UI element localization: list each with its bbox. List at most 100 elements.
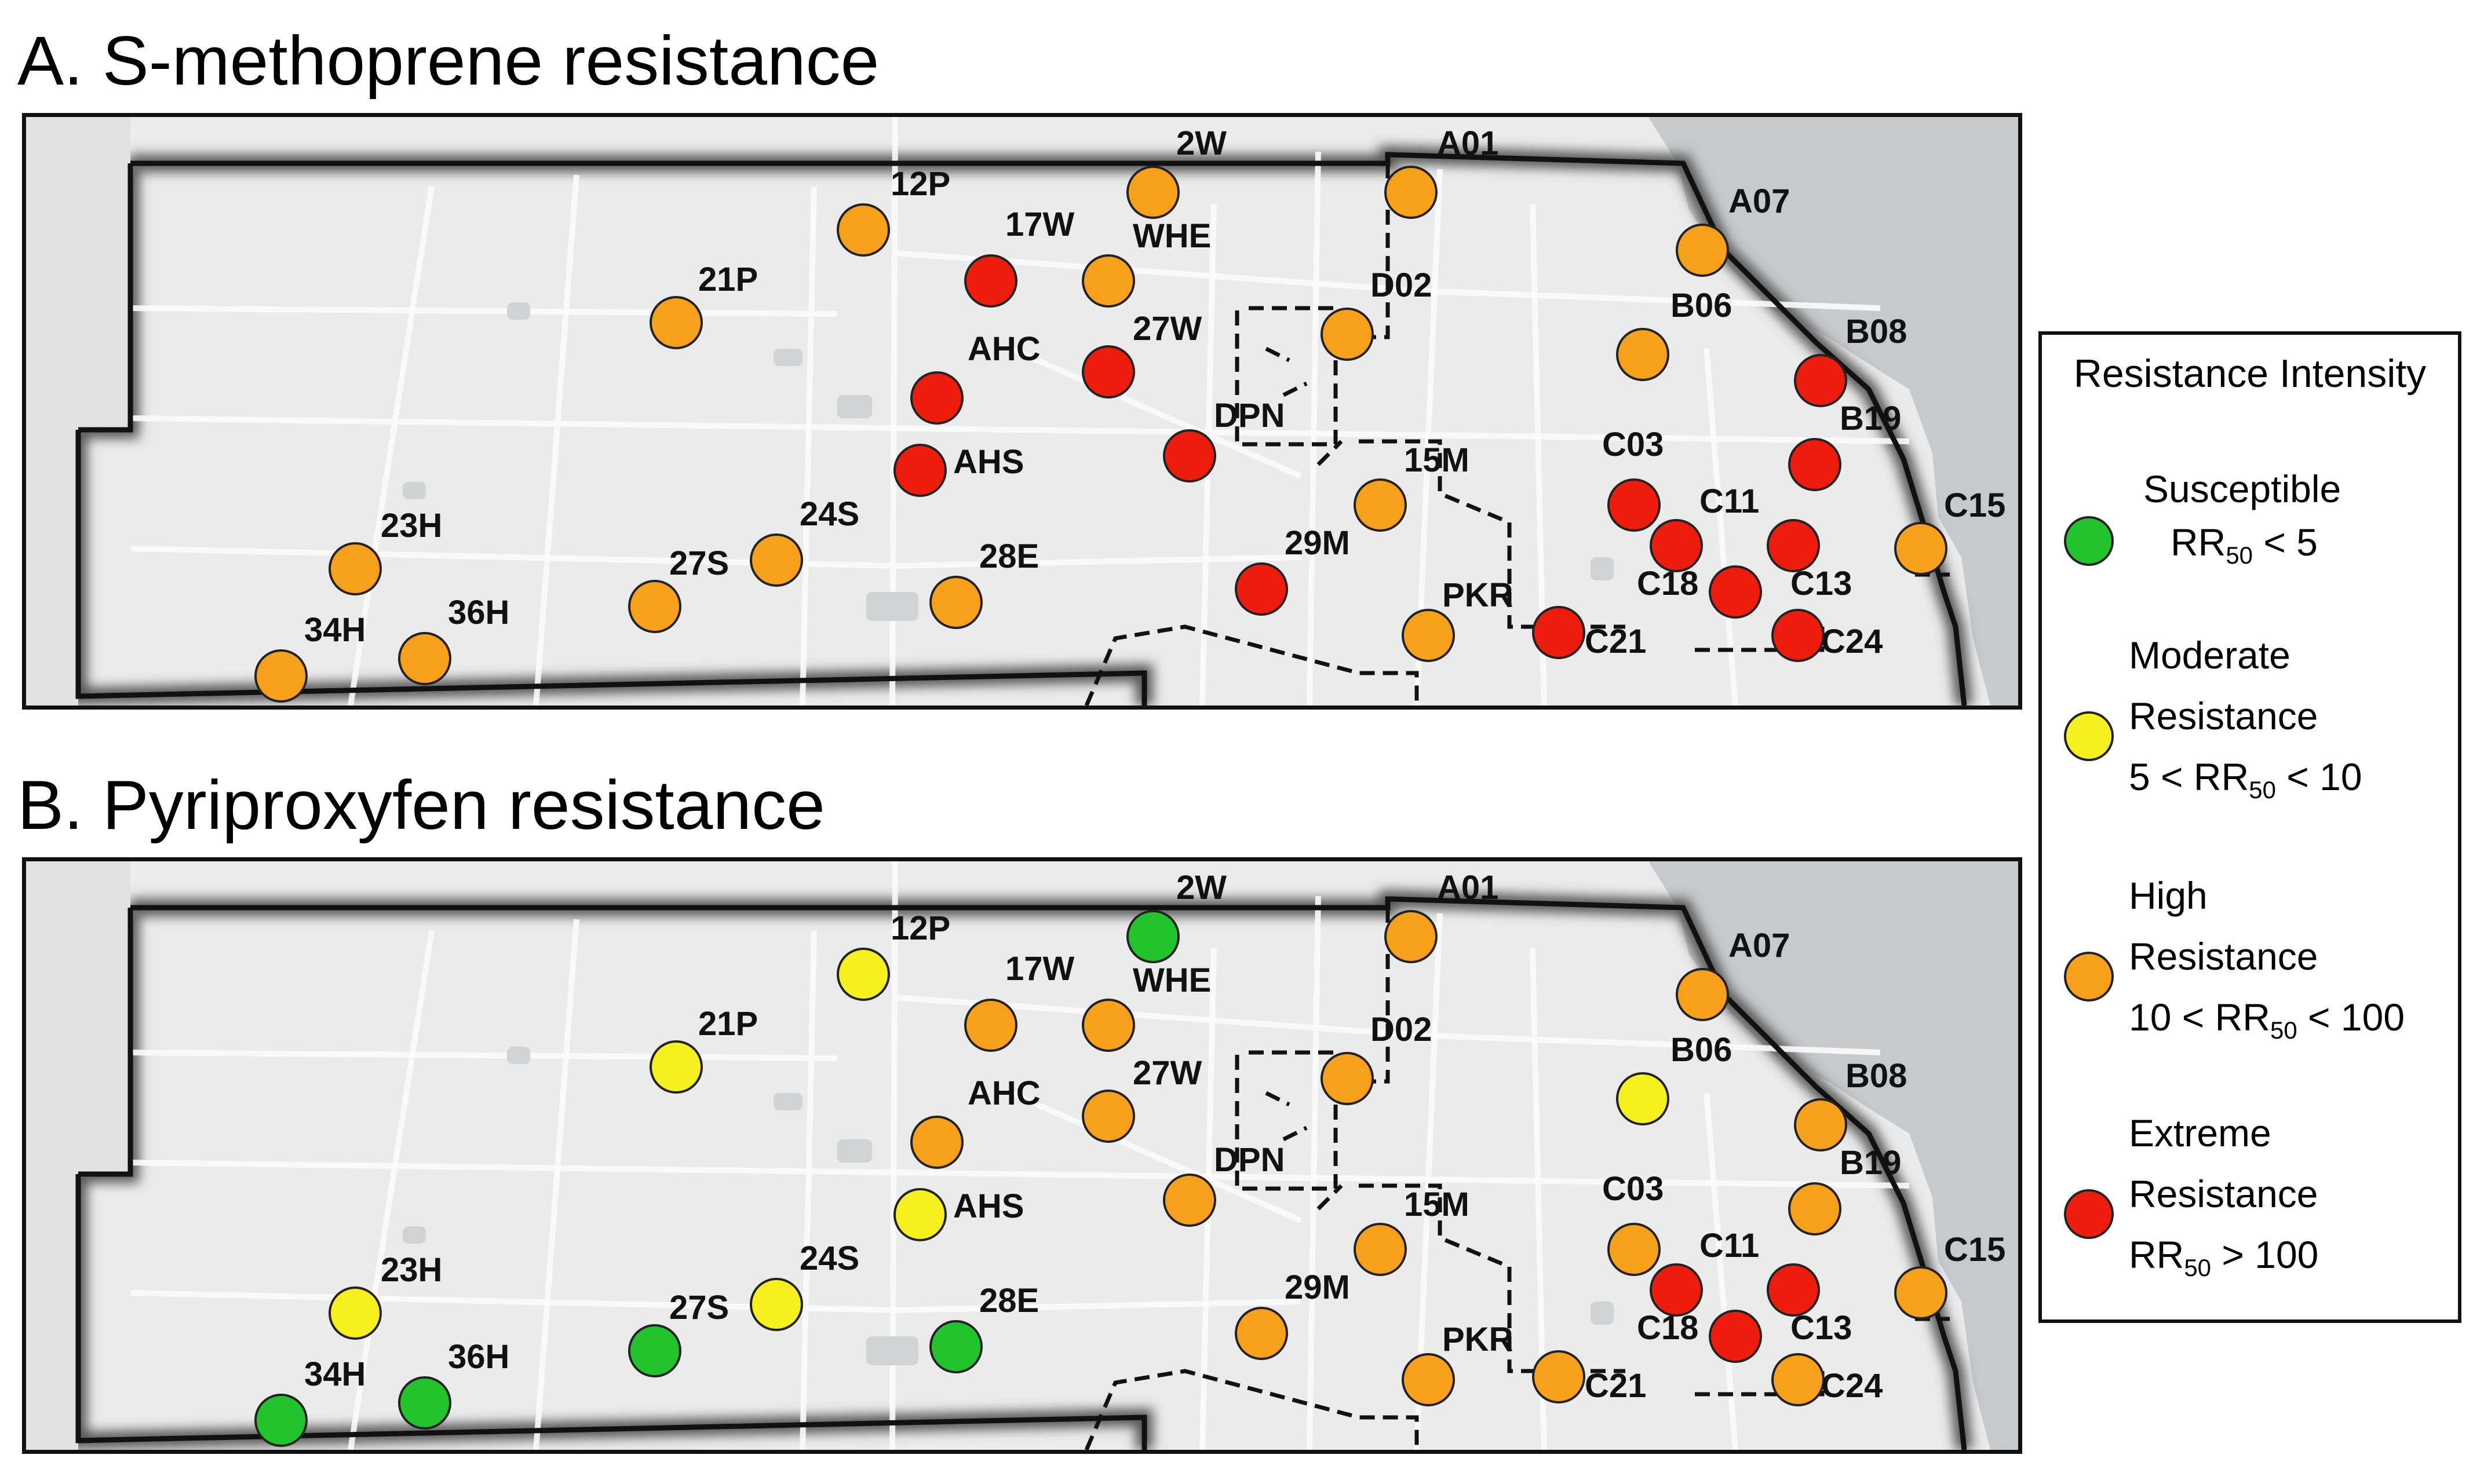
site-marker-dpn: [1163, 429, 1216, 483]
site-label-24s: 24S: [800, 1240, 859, 1277]
site-marker-a07: [1676, 224, 1729, 277]
site-label-15m: 15M: [1404, 441, 1469, 479]
site-marker-d02: [1321, 1052, 1374, 1105]
site-label-a07: A07: [1728, 927, 1790, 964]
site-label-c03: C03: [1602, 426, 1664, 463]
site-marker-b19: [1788, 438, 1841, 491]
site-marker-c24: [1771, 609, 1825, 662]
legend-extreme-label-1: Extreme: [2129, 1112, 2271, 1154]
site-marker-b08: [1794, 1098, 1847, 1152]
site-marker-b08: [1794, 354, 1847, 407]
site-marker-23h: [329, 1286, 382, 1340]
site-label-pkr: PKR: [1442, 1321, 1513, 1358]
site-label-c13: C13: [1790, 565, 1852, 602]
high-swatch: [2064, 952, 2114, 1001]
site-marker-17w: [964, 254, 1017, 308]
site-label-2w: 2W: [1176, 869, 1227, 907]
site-label-b08: B08: [1845, 313, 1907, 350]
legend-title: Resistance Intensity: [2073, 352, 2427, 396]
site-label-17w: 17W: [1005, 206, 1075, 243]
site-marker-29m: [1235, 562, 1288, 616]
site-label-28e: 28E: [979, 1282, 1039, 1319]
site-marker-pkr: [1402, 1353, 1455, 1406]
site-label-ahc: AHC: [968, 330, 1041, 368]
site-label-21p: 21P: [698, 261, 758, 298]
site-label-15m: 15M: [1404, 1186, 1469, 1223]
site-label-36h: 36H: [448, 1338, 509, 1376]
site-marker-12p: [837, 203, 890, 257]
site-marker-c11: [1650, 1263, 1703, 1317]
site-label-pkr: PKR: [1442, 576, 1513, 614]
site-label-c11: C11: [1699, 1227, 1759, 1264]
site-marker-c21: [1532, 1350, 1585, 1403]
site-label-34h: 34H: [304, 611, 366, 649]
site-marker-c13: [1767, 1263, 1820, 1317]
site-label-29m: 29M: [1285, 1269, 1350, 1306]
panel-b-title: B. Pyriproxyfen resistance: [17, 766, 825, 844]
legend-item-extreme: Extreme Resistance RR50 > 100: [2042, 1111, 2458, 1296]
site-label-c03: C03: [1602, 1170, 1664, 1208]
legend: Resistance Intensity Susceptible RR50 < …: [2038, 331, 2461, 1323]
site-label-c13: C13: [1790, 1309, 1852, 1347]
site-label-27w: 27W: [1133, 1054, 1202, 1092]
site-label-12p: 12P: [891, 909, 950, 947]
site-marker-whe: [1082, 999, 1135, 1052]
site-label-d02: D02: [1370, 266, 1432, 304]
site-label-29m: 29M: [1285, 524, 1350, 562]
site-label-23h: 23H: [381, 1251, 442, 1289]
site-label-c24: C24: [1821, 623, 1883, 660]
site-marker-pkr: [1402, 609, 1455, 662]
site-marker-whe: [1082, 254, 1135, 308]
legend-moderate-label-1: Moderate: [2129, 634, 2290, 677]
legend-susceptible-label: Susceptible: [2143, 467, 2341, 510]
site-label-36h: 36H: [448, 594, 509, 631]
site-marker-d02: [1321, 308, 1374, 361]
site-marker-c11: [1650, 519, 1703, 572]
site-label-whe: WHE: [1133, 962, 1211, 999]
site-marker-a07: [1676, 968, 1729, 1021]
site-marker-2w: [1126, 166, 1180, 219]
susceptible-swatch: [2064, 516, 2114, 566]
site-marker-24s: [750, 533, 803, 587]
legend-susceptible-rule: RR50 < 5: [2171, 521, 2318, 569]
map-svg: 2W 12P A01 A07 17W WHE 21P D02 B06 B08 AHC 27W DPN AH…: [26, 117, 2018, 706]
site-label-b19: B19: [1840, 1144, 1901, 1182]
site-marker-ahc: [910, 371, 964, 425]
site-marker-27w: [1082, 1090, 1135, 1143]
legend-moderate-label-2: Resistance: [2129, 695, 2318, 737]
legend-high-rule: 10 < RR50 < 100: [2129, 996, 2405, 1044]
site-label-dpn: DPN: [1214, 1141, 1285, 1179]
site-label-c21: C21: [1585, 623, 1646, 660]
site-marker-a01: [1384, 910, 1438, 963]
legend-high-label-2: Resistance: [2129, 935, 2318, 978]
site-marker-27s: [628, 580, 681, 633]
panel-a-map: 2W 12P A01 A07 17W WHE 21P D02 B06 B08 AHC 27W DPN AH…: [22, 113, 2022, 710]
site-label-12p: 12P: [891, 165, 950, 203]
site-label-a07: A07: [1728, 182, 1790, 220]
site-marker-15m: [1354, 478, 1407, 532]
legend-item-susceptible: Susceptible RR50 < 5: [2042, 456, 2458, 642]
site-marker-29m: [1235, 1307, 1288, 1360]
site-marker-23h: [329, 542, 382, 595]
site-label-c15: C15: [1944, 487, 2005, 524]
site-label-c24: C24: [1821, 1367, 1883, 1405]
site-label-ahs: AHS: [953, 1187, 1024, 1225]
site-marker-27s: [628, 1324, 681, 1377]
site-marker-b06: [1616, 1072, 1669, 1125]
site-marker-c18: [1709, 1310, 1762, 1363]
site-marker-21p: [650, 1040, 703, 1094]
legend-extreme-rule: RR50 > 100: [2129, 1233, 2319, 1282]
legend-moderate-rule: 5 < RR50 < 10: [2129, 755, 2362, 804]
moderate-swatch: [2064, 711, 2114, 761]
site-label-27s: 27S: [669, 544, 729, 582]
site-label-b06: B06: [1670, 287, 1732, 324]
site-marker-21p: [650, 296, 703, 349]
site-marker-ahs: [893, 1188, 947, 1241]
site-label-23h: 23H: [381, 507, 442, 544]
site-marker-ahc: [910, 1116, 964, 1169]
site-marker-c03: [1607, 478, 1661, 532]
site-marker-28e: [929, 1320, 983, 1373]
site-label-b06: B06: [1670, 1031, 1732, 1069]
legend-high-label-1: High: [2129, 874, 2208, 917]
site-marker-c18: [1709, 565, 1762, 619]
